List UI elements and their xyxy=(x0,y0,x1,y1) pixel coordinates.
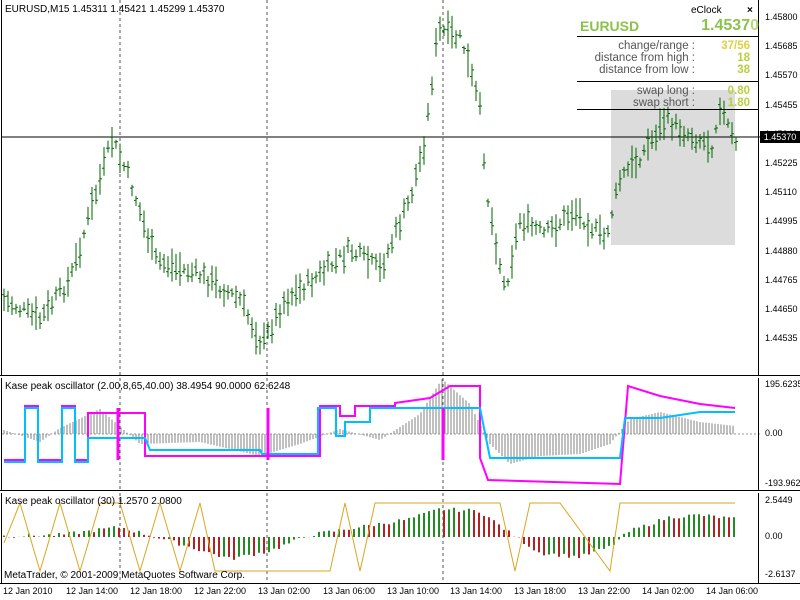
eclock-row-label: change/range : xyxy=(618,40,695,52)
eclock-row-value: 0.80 xyxy=(727,85,750,97)
time-axis-label: 13 Jan 14:00 xyxy=(450,586,503,596)
price-axis-label: 1.45225 xyxy=(765,158,798,168)
eclock-row-change-range: change/range : 37/56 xyxy=(577,40,759,52)
price-axis-label: 1.45800 xyxy=(765,12,798,22)
time-axis: 12 Jan 2010 12 Jan 14:00 12 Jan 18:00 12 Ja… xyxy=(0,583,800,600)
eclock-row-value: 1.80 xyxy=(727,97,750,109)
eclock-price-main: 1.4537 xyxy=(701,17,751,34)
price-axis-label: 1.44995 xyxy=(765,216,798,227)
indicator-axis-label: 0.00 xyxy=(765,531,783,541)
eclock-row-label: swap short : xyxy=(633,97,695,109)
current-price-label: 1.45370 xyxy=(760,131,800,143)
eclock-row-value: 18 xyxy=(737,52,750,64)
price-axis-label: 1.44535 xyxy=(765,333,798,344)
eclock-price: 1.45370 xyxy=(701,17,759,35)
indicator-chart-kpo-2[interactable] xyxy=(0,493,800,583)
eclock-row-value: 38 xyxy=(737,64,750,76)
time-axis-label: 13 Jan 22:00 xyxy=(578,586,631,596)
price-axis-label: 1.45455 xyxy=(765,99,798,110)
eclock-price-last-digit: 0 xyxy=(750,17,759,34)
time-axis-label: 13 Jan 18:00 xyxy=(514,586,567,596)
indicator-title: Kase peak oscillator (2.00,8,65,40.00) 3… xyxy=(5,381,291,392)
time-axis-label: 12 Jan 2010 xyxy=(3,586,53,596)
eclock-divider xyxy=(577,109,759,110)
time-axis-label: 12 Jan 14:00 xyxy=(66,586,119,596)
time-axis-label: 12 Jan 18:00 xyxy=(130,586,183,596)
indicator-pane-kpo-2[interactable]: Kase peak oscillator (30) 1.2570 2.0800 … xyxy=(0,493,800,584)
price-axis-label: 1.45685 xyxy=(765,41,798,52)
eclock-row-label: swap long : xyxy=(636,85,695,97)
price-chart[interactable] xyxy=(0,0,800,375)
time-axis-label: 14 Jan 06:00 xyxy=(706,586,759,596)
eclock-row-label: distance from low : xyxy=(599,64,695,76)
indicator-axis-label: -193.9624 xyxy=(765,478,800,488)
eclock-title: eClock xyxy=(691,5,722,16)
eclock-divider xyxy=(577,81,759,82)
price-axis-label: 1.45110 xyxy=(765,187,797,198)
time-axis-label: 12 Jan 22:00 xyxy=(194,586,247,596)
eclock-row-distance-low: distance from low : 38 xyxy=(577,64,759,76)
time-axis-label: 13 Jan 02:00 xyxy=(258,586,311,596)
eclock-row-label: distance from high : xyxy=(594,52,695,64)
price-axis-label: 1.44880 xyxy=(765,245,798,256)
time-axis-label: 13 Jan 10:00 xyxy=(387,586,440,596)
price-axis-label: 1.44650 xyxy=(765,304,798,314)
chart-title: EURUSD,M15 1.45311 1.45421 1.45299 1.453… xyxy=(5,4,225,15)
copyright-text: MetaTrader, © 2001-2009 MetaQuotes Softw… xyxy=(4,570,246,581)
eclock-row-swap-long: swap long : 0.80 xyxy=(577,85,759,97)
kpo-threshold-line xyxy=(3,501,735,573)
close-icon[interactable]: × xyxy=(747,5,753,16)
eclock-row-swap-short: swap short : 1.80 xyxy=(577,97,759,109)
price-chart-pane[interactable]: EURUSD,M15 1.45311 1.45421 1.45299 1.453… xyxy=(0,0,800,376)
eclock-row-value: 37/56 xyxy=(721,40,750,52)
eclock-row-distance-high: distance from high : 18 xyxy=(577,52,759,64)
indicator-axis-label: -2.6137 xyxy=(765,569,796,579)
indicator-axis-label: 2.5449 xyxy=(765,495,793,505)
price-axis-label: 1.44765 xyxy=(765,274,798,285)
indicator-pane-kpo-1[interactable]: Kase peak oscillator (2.00,8,65,40.00) 3… xyxy=(0,378,800,491)
time-axis-label: 14 Jan 02:00 xyxy=(642,586,695,596)
price-axis-label: 1.45570 xyxy=(765,70,798,81)
time-axis-label: 13 Jan 06:00 xyxy=(323,586,376,596)
indicator-title: Kase peak oscillator (30) 1.2570 2.0800 xyxy=(5,496,182,507)
eclock-symbol: EURUSD xyxy=(580,18,640,34)
indicator-axis-label: 0.00 xyxy=(765,428,783,438)
indicator-chart-kpo-1[interactable] xyxy=(0,378,800,490)
indicator-axis-label: 195.6235 xyxy=(765,379,800,389)
kpo-blue-line xyxy=(4,407,735,463)
eclock-divider xyxy=(577,36,759,37)
